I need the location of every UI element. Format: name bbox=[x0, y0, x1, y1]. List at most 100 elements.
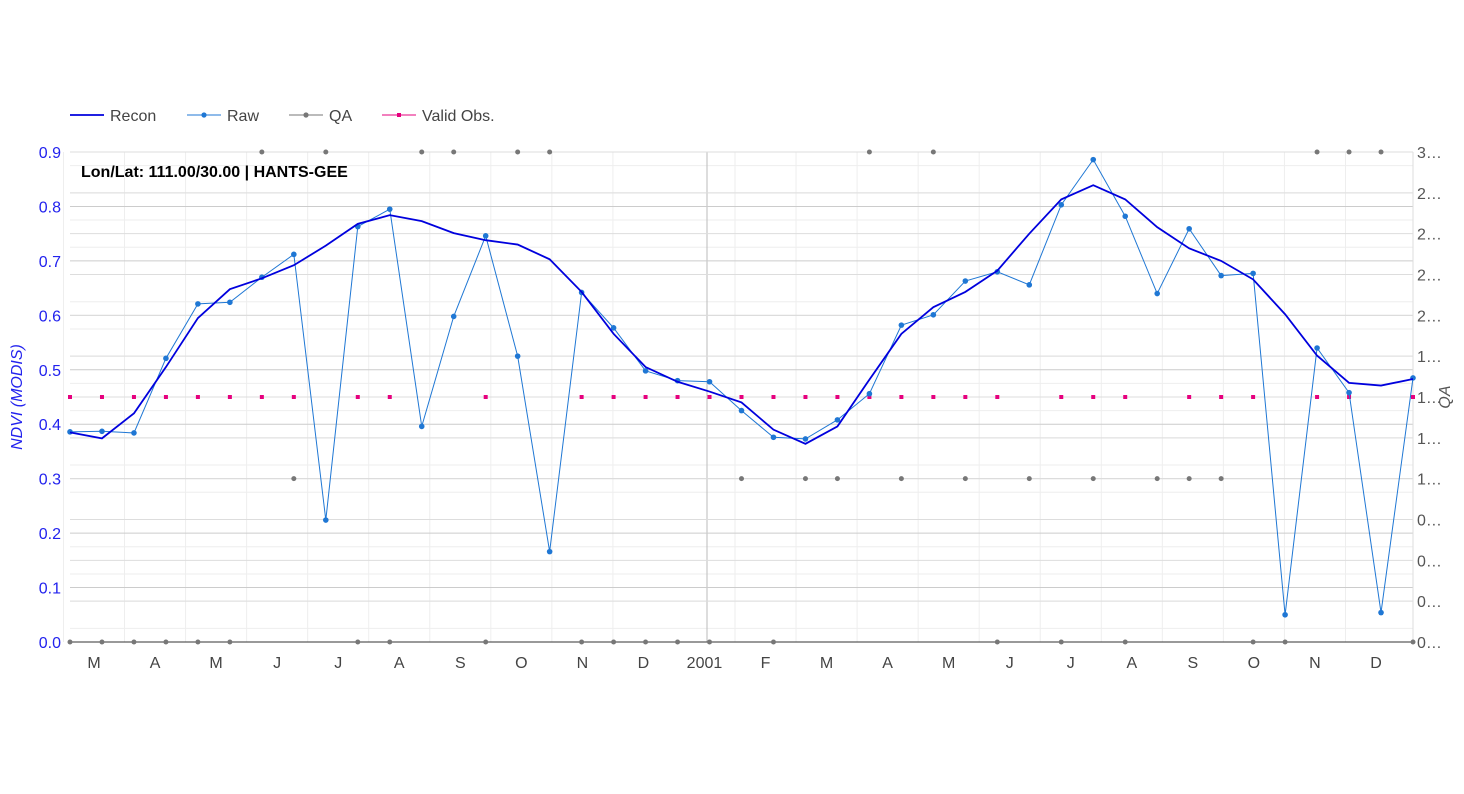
y-tick-label-right: 0… bbox=[1417, 635, 1442, 652]
qa-point bbox=[323, 149, 329, 155]
x-tick-label: A bbox=[150, 655, 161, 672]
valid-obs-point bbox=[68, 395, 72, 399]
series-raw bbox=[67, 156, 1416, 618]
left-y-axis: 0.0 0.1 0.2 0.3 0.4 0.5 0.6 0.7 0.8 0.9 bbox=[39, 145, 61, 652]
y-tick-label-left: 0.3 bbox=[39, 472, 61, 489]
y-tick-label-left: 0.1 bbox=[39, 581, 61, 598]
valid-obs-point bbox=[963, 395, 968, 399]
valid-obs-point bbox=[291, 395, 296, 399]
y-tick-label-left: 0.0 bbox=[39, 635, 61, 652]
qa-point bbox=[291, 476, 297, 482]
raw-point bbox=[1058, 202, 1065, 208]
y-tick-label-right: 0… bbox=[1417, 553, 1442, 570]
raw-point bbox=[99, 428, 105, 435]
y-tick-label-left: 0.9 bbox=[39, 145, 61, 162]
y-tick-label-left: 0.4 bbox=[39, 417, 61, 434]
right-y-axis: 0… 0… 0… 0… 1… 1… 1… 1… 2… 2… 2… 2… 3… bbox=[1417, 145, 1442, 652]
valid-obs-point bbox=[195, 395, 200, 399]
valid-obs-point bbox=[931, 395, 936, 399]
qa-point bbox=[419, 149, 425, 155]
raw-point bbox=[834, 417, 841, 423]
valid-obs-point bbox=[707, 395, 712, 399]
y-tick-label-right: 2… bbox=[1417, 186, 1442, 203]
y-tick-label-right: 3… bbox=[1417, 145, 1442, 162]
raw-point bbox=[1186, 225, 1192, 232]
y-tick-label-left: 0.5 bbox=[39, 363, 61, 380]
qa-point bbox=[547, 149, 553, 155]
legend-label: Raw bbox=[227, 108, 259, 125]
raw-point bbox=[610, 325, 617, 331]
y-tick-label-right: 1… bbox=[1417, 390, 1442, 407]
qa-point bbox=[1282, 639, 1288, 645]
series-qa bbox=[67, 149, 1416, 645]
qa-point bbox=[1026, 476, 1032, 482]
y-tick-label-right: 1… bbox=[1417, 431, 1442, 448]
y-tick-label-right: 1… bbox=[1417, 472, 1442, 489]
qa-point bbox=[611, 639, 617, 645]
qa-point bbox=[675, 639, 681, 645]
qa-point bbox=[259, 149, 265, 155]
valid-obs-point bbox=[99, 395, 104, 399]
major-grid bbox=[70, 151, 1414, 643]
raw-point bbox=[930, 311, 937, 318]
valid-obs-point bbox=[387, 395, 392, 399]
valid-obs-point bbox=[1059, 395, 1064, 399]
qa-point bbox=[1314, 149, 1320, 155]
x-tick-label: M bbox=[820, 655, 833, 672]
valid-obs-point bbox=[803, 395, 808, 399]
raw-point bbox=[195, 301, 201, 307]
raw-point bbox=[1282, 611, 1288, 618]
x-tick-label: 2001 bbox=[687, 655, 723, 672]
x-tick-label: N bbox=[1309, 655, 1321, 672]
qa-point bbox=[195, 639, 201, 645]
raw-point bbox=[1090, 156, 1097, 163]
valid-obs-point bbox=[739, 395, 744, 399]
qa-point bbox=[1218, 476, 1224, 482]
x-tick-label: M bbox=[87, 655, 100, 672]
qa-point bbox=[227, 639, 233, 645]
raw-point bbox=[962, 278, 969, 284]
raw-point bbox=[482, 233, 489, 239]
raw-point bbox=[227, 299, 233, 306]
raw-point bbox=[131, 430, 137, 436]
valid-obs-point bbox=[1187, 395, 1192, 399]
raw-point bbox=[642, 368, 649, 374]
qa-point bbox=[1186, 476, 1192, 482]
qa-point bbox=[1250, 639, 1256, 645]
valid-obs-point bbox=[899, 395, 904, 399]
legend-swatch-dot bbox=[303, 112, 309, 118]
valid-obs-point bbox=[1315, 395, 1320, 399]
valid-obs-point bbox=[867, 395, 872, 399]
qa-point bbox=[163, 639, 169, 645]
valid-obs-point bbox=[259, 395, 264, 399]
x-tick-label: A bbox=[1126, 655, 1137, 672]
qa-point bbox=[770, 639, 776, 645]
valid-obs-point bbox=[995, 395, 1000, 399]
valid-obs-point bbox=[1411, 395, 1415, 399]
qa-point bbox=[802, 476, 808, 482]
valid-obs-point bbox=[355, 395, 360, 399]
x-tick-label: A bbox=[882, 655, 893, 672]
x-tick-label: J bbox=[334, 655, 342, 672]
qa-point bbox=[707, 639, 713, 645]
legend: Recon Raw QA Valid Obs. bbox=[70, 108, 495, 125]
valid-obs-point bbox=[835, 395, 840, 399]
raw-point bbox=[802, 436, 809, 442]
valid-obs-point bbox=[131, 395, 136, 399]
recon-line bbox=[69, 184, 1414, 445]
x-axis: M A M J J A S O N D 2001 F M A M J J A S O N D bbox=[87, 655, 1381, 672]
y-tick-label-right: 0… bbox=[1417, 594, 1442, 611]
qa-point bbox=[67, 639, 73, 645]
raw-point bbox=[163, 355, 169, 362]
x-tick-label: J bbox=[273, 655, 281, 672]
valid-obs-point bbox=[643, 395, 648, 399]
qa-point bbox=[483, 639, 489, 645]
qa-point bbox=[643, 639, 649, 645]
qa-point bbox=[866, 149, 872, 155]
raw-point bbox=[1122, 213, 1129, 220]
qa-point bbox=[355, 639, 361, 645]
y-axis-label-left: NDVI (MODIS) bbox=[9, 344, 26, 450]
x-tick-label: S bbox=[1188, 655, 1199, 672]
qa-point bbox=[1058, 639, 1064, 645]
qa-point bbox=[1410, 639, 1416, 645]
